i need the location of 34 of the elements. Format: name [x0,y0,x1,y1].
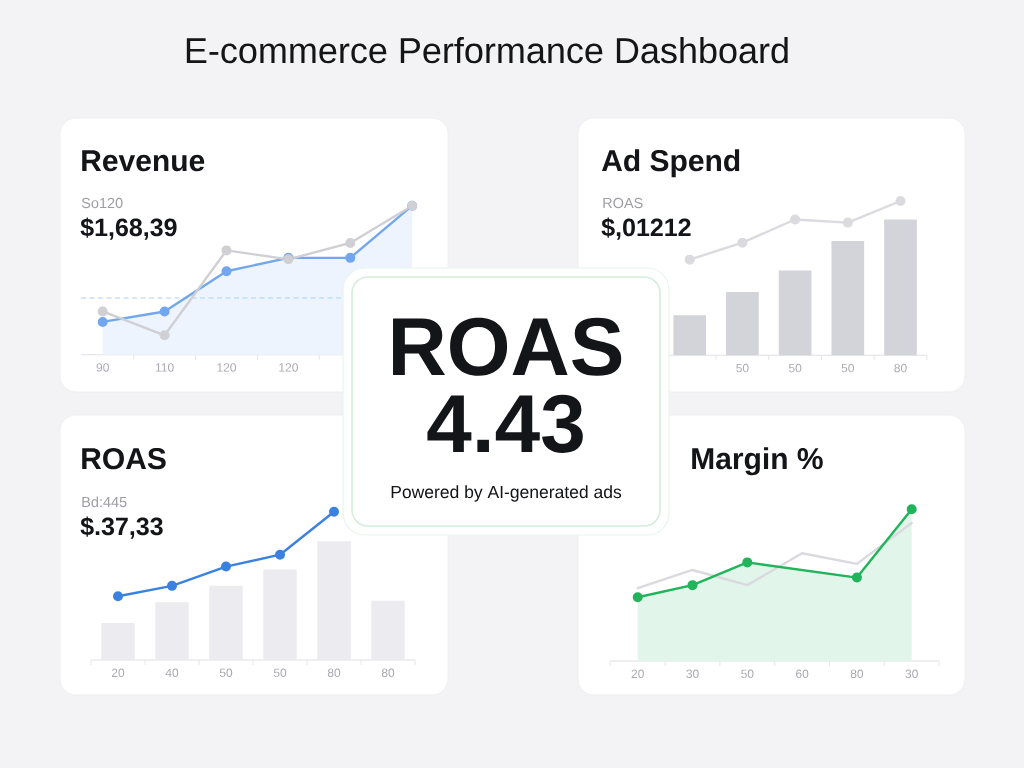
x-tick-label: 120 [279,363,298,372]
chart-title: Revenue [82,150,205,172]
x-tick-label: 20 [111,668,125,678]
annotation: $,01212 [601,217,691,240]
chart-subtitle: So120 [81,197,123,209]
x-tick-label: 50 [219,668,233,678]
annotation: $.37,33 [80,516,163,539]
x-tick-label: 30 [686,669,699,679]
x-tick-label: 80 [894,363,907,373]
x-tick-label: 50 [273,668,287,678]
x-tick-label: 120 [217,363,237,372]
x-tick-label: 60 [796,669,809,679]
chart-subtitle: Bd:445 [82,496,127,508]
x-tick-label: 80 [327,668,341,678]
x-tick-label: 40 [165,668,179,678]
x-tick-label: 80 [850,669,864,679]
annotation: $1,68,39 [80,217,177,240]
chart-title: Margin % [692,447,823,476]
x-tick-label: 110 [155,363,174,372]
x-tick-label: 30 [905,669,918,679]
x-tick-label: 20 [631,669,644,679]
x-tick-label: 50 [736,363,749,373]
chart-title: ROAS [82,448,166,470]
x-tick-label: 50 [788,363,802,373]
chart-subtitle: ROAS [603,197,643,209]
text: Powered by AI-generated ads [391,485,622,502]
chart-title: Ad Spend [601,149,740,178]
x-tick-label: 50 [841,363,855,373]
x-tick-label: 90 [96,363,109,372]
text: E-commerce Performance Dashboard [186,36,788,64]
x-tick-label: 80 [381,668,395,678]
text: ROAS [393,317,622,376]
text: 4.43 [427,394,583,453]
x-tick-label: 50 [741,669,754,679]
